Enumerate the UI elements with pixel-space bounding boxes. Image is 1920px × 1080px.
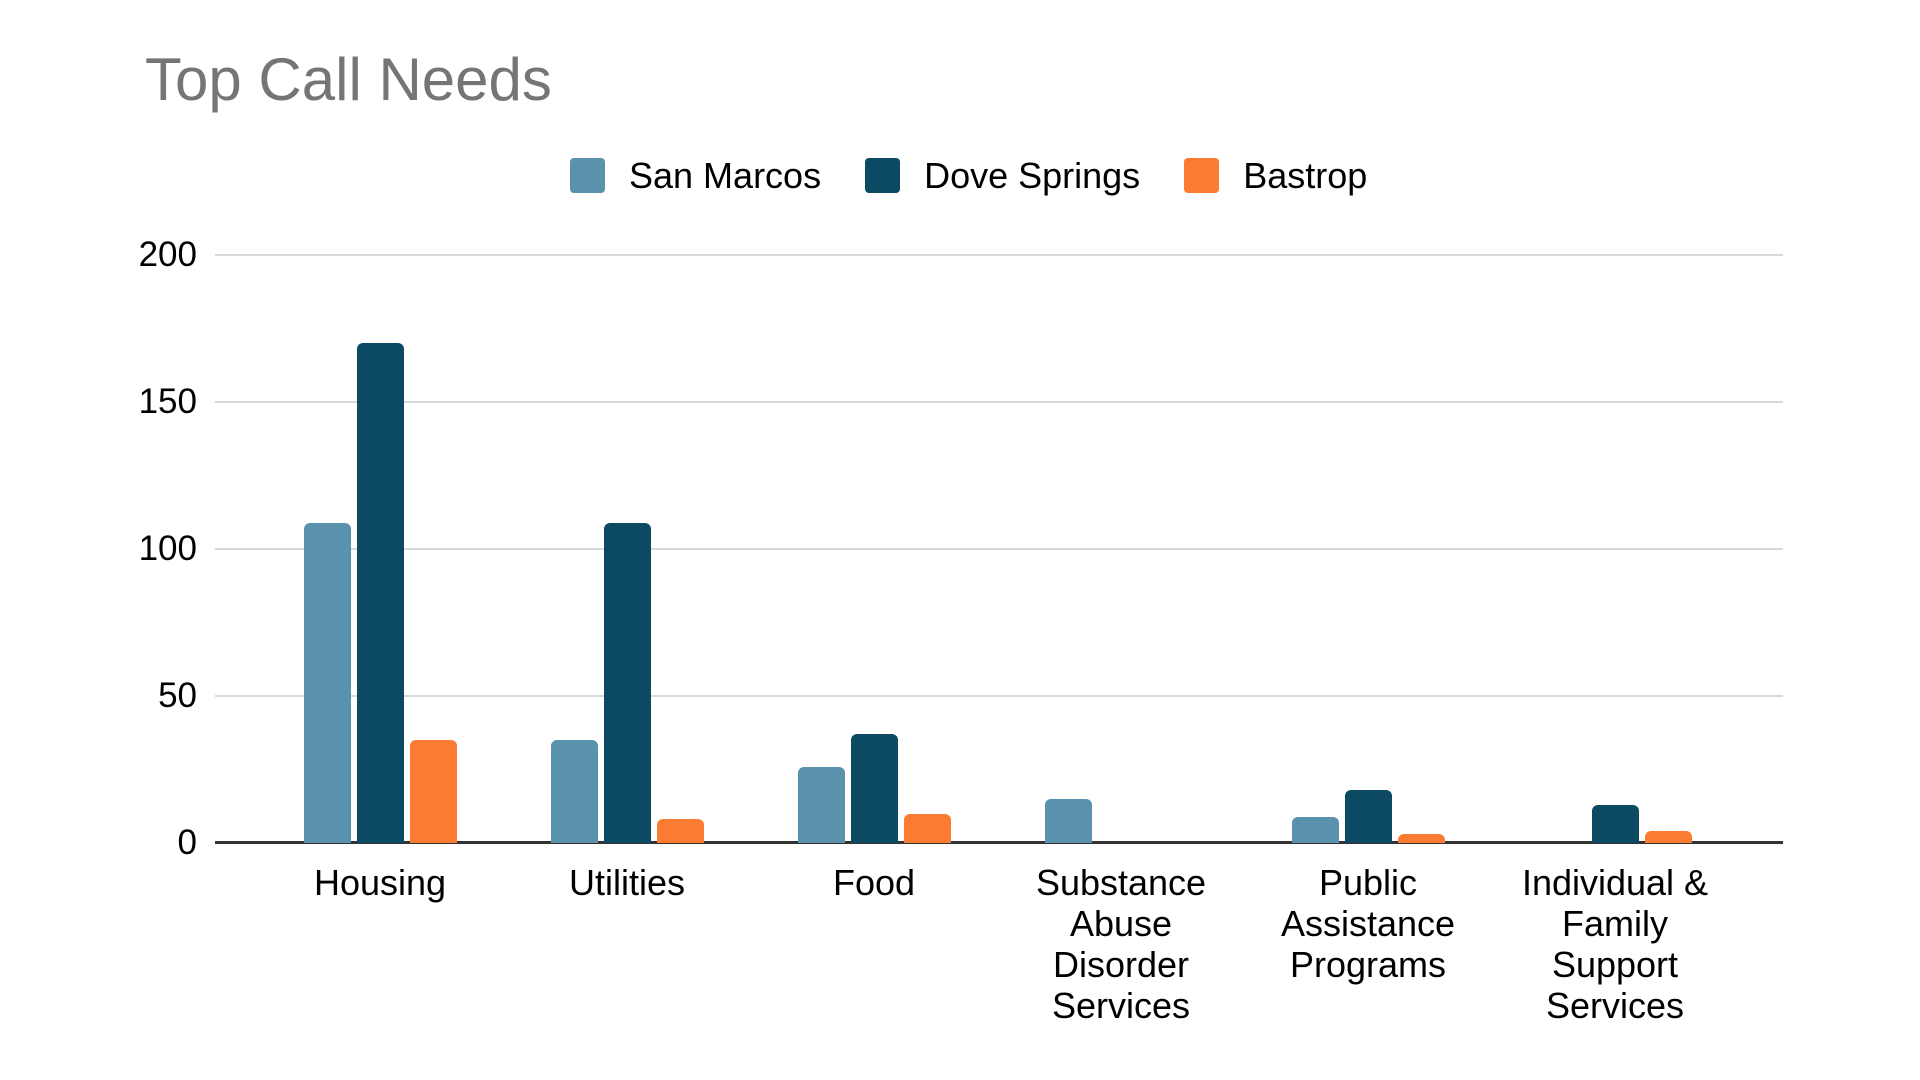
legend-swatch-dove-springs: [865, 158, 901, 193]
bar-dove-springs-food: [850, 734, 898, 843]
bar-san-marcos-utilities: [550, 740, 598, 843]
bar-dove-springs-public-assistance-programs: [1344, 790, 1392, 843]
y-axis-tick-label-0: 0: [177, 823, 197, 862]
legend-label-dove-springs: Dove Springs: [924, 155, 1141, 196]
chart-title: Top Call Needs: [145, 46, 552, 113]
legend-item-bastrop: Bastrop: [1184, 155, 1368, 196]
legend-swatch-san-marcos: [570, 158, 605, 193]
x-axis-label-line: Public: [1318, 862, 1418, 903]
y-axis-tick-label-100: 100: [138, 529, 197, 568]
gridline-200: [215, 254, 1783, 256]
legend-label-san-marcos: San Marcos: [629, 155, 822, 196]
bar-san-marcos-substance-abuse-disorder-services: [1044, 798, 1092, 843]
x-axis-label-public-assistance-programs: Public Assistance Programs: [1218, 862, 1518, 985]
x-axis-label-line: Substance: [1035, 862, 1207, 903]
legend-item-san-marcos: San Marcos: [570, 155, 822, 196]
bar-dove-springs-individual-family-support-services: [1591, 804, 1639, 843]
x-axis-label-line: Abuse: [1069, 903, 1173, 944]
x-axis-label-substance-abuse-disorder-services: Substance Abuse Disorder Services: [971, 862, 1271, 1026]
legend-item-dove-springs: Dove Springs: [865, 155, 1141, 196]
y-axis-tick-label-50: 50: [158, 676, 197, 715]
x-axis-label-line: Disorder: [1052, 944, 1190, 985]
legend-swatch-bastrop: [1184, 158, 1220, 193]
x-axis-label-housing: Housing: [230, 862, 530, 903]
bar-san-marcos-housing: [303, 522, 351, 843]
legend-label-bastrop: Bastrop: [1243, 155, 1368, 196]
bar-dove-springs-utilities: [603, 522, 651, 843]
bar-bastrop-housing: [409, 740, 457, 843]
bar-bastrop-utilities: [656, 819, 704, 843]
bar-bastrop-food: [903, 813, 951, 843]
bar-bastrop-public-assistance-programs: [1397, 834, 1445, 843]
x-axis-label-line: Family: [1562, 903, 1668, 944]
x-axis-label-utilities: Utilities: [477, 862, 777, 903]
gridline-50: [215, 695, 1783, 697]
x-axis-label-line: Services: [1545, 985, 1685, 1026]
bar-bastrop-individual-family-support-services: [1644, 831, 1692, 843]
x-axis-label-line: Housing: [313, 862, 447, 903]
gridline-100: [215, 548, 1783, 550]
x-axis-label-line: Programs: [1289, 944, 1447, 985]
chart-legend: San Marcos Dove Springs Bastrop: [570, 155, 1368, 196]
gridline-150: [215, 401, 1783, 403]
bar-dove-springs-housing: [356, 343, 404, 843]
x-axis-line: [215, 841, 1783, 844]
y-axis-tick-label-200: 200: [138, 235, 197, 274]
bar-san-marcos-food: [797, 766, 845, 843]
x-axis-label-line: Support: [1551, 944, 1679, 985]
x-axis-label-line: Food: [832, 862, 916, 903]
y-axis-tick-label-150: 150: [138, 382, 197, 421]
x-axis-label-line: Services: [1051, 985, 1191, 1026]
bar-san-marcos-public-assistance-programs: [1291, 816, 1339, 843]
x-axis-label-line: Assistance: [1280, 903, 1456, 944]
x-axis-label-line: Utilities: [568, 862, 685, 903]
x-axis-label-food: Food: [724, 862, 1024, 903]
x-axis-label-line: Individual &: [1521, 862, 1709, 903]
x-axis-label-individual-family-support-services: Individual & Family Support Services: [1465, 862, 1765, 1026]
